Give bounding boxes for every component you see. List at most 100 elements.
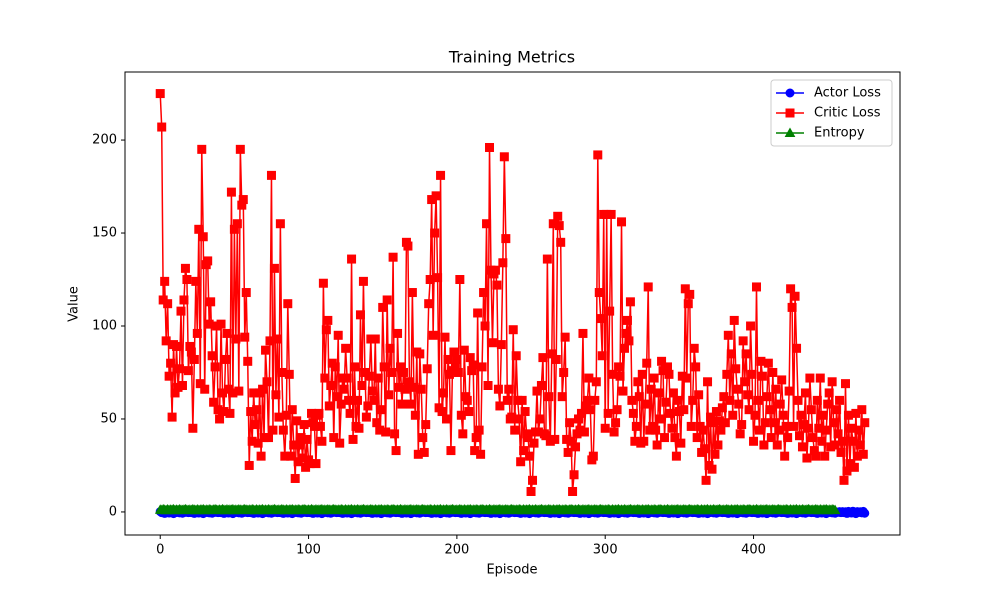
marker xyxy=(843,410,853,420)
marker xyxy=(387,367,397,377)
marker xyxy=(790,291,800,301)
marker xyxy=(172,341,182,351)
marker xyxy=(261,345,271,355)
marker xyxy=(459,345,469,355)
marker xyxy=(753,395,763,405)
marker xyxy=(315,421,325,431)
marker xyxy=(612,405,622,415)
marker xyxy=(665,408,675,418)
marker xyxy=(222,328,232,338)
marker xyxy=(774,425,784,435)
marker xyxy=(754,425,764,435)
marker xyxy=(544,392,554,402)
marker xyxy=(743,390,753,400)
marker xyxy=(701,475,711,485)
marker xyxy=(685,289,695,299)
marker xyxy=(835,395,845,405)
marker xyxy=(179,295,189,305)
marker xyxy=(272,334,282,344)
marker xyxy=(277,367,287,377)
marker xyxy=(519,446,529,456)
marker xyxy=(275,219,285,229)
marker xyxy=(673,395,683,405)
marker xyxy=(559,367,569,377)
marker xyxy=(344,395,354,405)
marker xyxy=(640,399,650,409)
marker xyxy=(757,371,767,381)
marker xyxy=(455,275,465,285)
marker xyxy=(786,284,796,294)
marker xyxy=(329,433,339,443)
marker xyxy=(317,436,327,446)
marker xyxy=(765,405,775,415)
marker xyxy=(490,265,500,275)
marker xyxy=(820,451,830,461)
marker xyxy=(838,436,848,446)
marker xyxy=(210,362,220,372)
marker xyxy=(176,306,186,316)
marker xyxy=(183,366,193,376)
marker xyxy=(833,429,843,439)
marker xyxy=(492,280,502,290)
marker xyxy=(511,351,521,361)
marker xyxy=(295,440,305,450)
marker xyxy=(487,338,497,348)
marker xyxy=(615,371,625,381)
marker xyxy=(608,369,618,379)
marker xyxy=(393,328,403,338)
marker xyxy=(682,373,692,383)
marker xyxy=(772,440,782,450)
marker xyxy=(194,224,204,234)
marker xyxy=(253,438,263,448)
marker xyxy=(244,460,254,470)
marker xyxy=(266,170,276,180)
marker xyxy=(839,475,849,485)
marker xyxy=(465,353,475,363)
marker xyxy=(206,297,216,307)
marker xyxy=(341,343,351,353)
marker xyxy=(578,328,588,338)
marker xyxy=(299,420,309,430)
marker xyxy=(679,405,689,415)
marker xyxy=(425,275,435,285)
marker xyxy=(792,343,802,353)
legend-marker xyxy=(785,88,795,98)
marker xyxy=(252,405,262,415)
marker xyxy=(639,436,649,446)
marker xyxy=(390,429,400,439)
marker xyxy=(603,408,613,418)
marker xyxy=(854,425,864,435)
marker xyxy=(800,388,810,398)
marker xyxy=(829,504,841,515)
marker xyxy=(483,381,493,391)
marker xyxy=(740,377,750,387)
marker xyxy=(326,381,336,391)
marker xyxy=(759,440,769,450)
marker xyxy=(646,384,656,394)
marker xyxy=(264,433,274,443)
marker xyxy=(456,410,466,420)
marker xyxy=(203,256,213,266)
marker xyxy=(504,384,514,394)
marker xyxy=(657,356,667,366)
marker xyxy=(428,330,438,340)
marker xyxy=(628,408,638,418)
marker xyxy=(441,414,451,424)
marker xyxy=(596,314,606,324)
marker xyxy=(155,89,165,99)
marker xyxy=(750,410,760,420)
marker xyxy=(760,418,770,428)
marker xyxy=(777,375,787,385)
marker xyxy=(311,459,321,469)
marker xyxy=(563,447,573,457)
marker xyxy=(663,362,672,372)
marker xyxy=(192,328,202,338)
marker xyxy=(287,405,297,415)
marker xyxy=(766,433,776,443)
marker xyxy=(232,219,242,229)
marker xyxy=(565,418,575,428)
x-axis-label: Episode xyxy=(486,563,537,578)
marker xyxy=(241,288,251,298)
marker xyxy=(793,395,803,405)
